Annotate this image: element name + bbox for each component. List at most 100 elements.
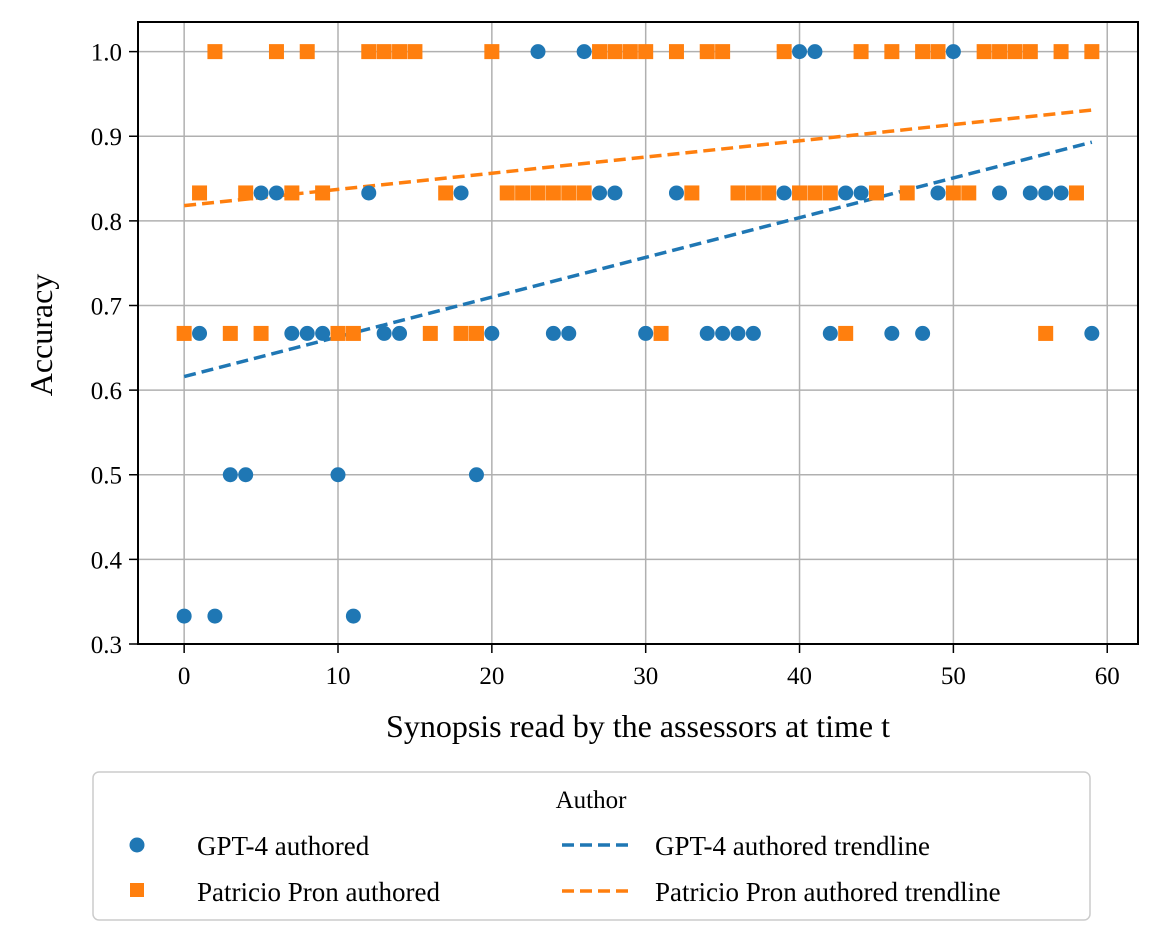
trendline-pron [183, 108, 1093, 208]
legend-marker-gpt4 [129, 837, 145, 853]
gpt4-point [745, 325, 761, 341]
pron-point [284, 185, 300, 201]
pron-point [715, 44, 731, 60]
gpt4-point [268, 185, 284, 201]
gpt4-point [576, 44, 592, 60]
gpt4-point [468, 467, 484, 483]
y-tick-label: 0.8 [91, 209, 122, 236]
pron-point [1053, 44, 1069, 60]
gpt4-point [792, 44, 808, 60]
pron-point [253, 325, 269, 341]
pron-point [730, 185, 746, 201]
gpt4-point [238, 467, 254, 483]
trendlines [183, 108, 1093, 379]
axis-ticks: 0 10 20 30 40 50 60 0.3 0.4 0.5 0.6 0.7 0.8 0.9 1.0 [91, 40, 1120, 690]
y-tick-label: 0.3 [91, 632, 122, 659]
pron-point [345, 325, 361, 341]
pron-point [853, 44, 869, 60]
pron-point [607, 44, 623, 60]
legend-entry-pron-trendline: Patricio Pron authored trendline [562, 877, 1001, 907]
pron-point [299, 44, 315, 60]
pron-point [792, 185, 808, 201]
pron-point [422, 325, 438, 341]
pron-point [930, 44, 946, 60]
legend-entry-gpt4-points: GPT-4 authored [129, 831, 370, 861]
gpt4-point [345, 608, 361, 624]
pron-point [1068, 185, 1084, 201]
pron-point [1038, 325, 1054, 341]
pron-point [330, 325, 346, 341]
pron-point [699, 44, 715, 60]
gpt4-point [807, 44, 823, 60]
gpt4-point [607, 185, 623, 201]
gpt4-point [699, 325, 715, 341]
gpt4-point [561, 325, 577, 341]
gpt4-point [207, 608, 223, 624]
y-tick-label: 0.4 [91, 547, 123, 574]
legend-label-gpt4-trendline: GPT-4 authored trendline [655, 831, 930, 861]
pron-point [915, 44, 931, 60]
pron-point [761, 185, 777, 201]
pron-point [315, 185, 331, 201]
gpt4-point [530, 44, 546, 60]
legend: Author GPT-4 authored Patricio Pron auth… [92, 771, 1091, 921]
gpt4-point [315, 325, 331, 341]
y-tick-label: 0.7 [91, 293, 122, 320]
y-tick-label: 0.9 [91, 124, 122, 151]
gpt4-point [1022, 185, 1038, 201]
pron-point [884, 44, 900, 60]
pron-point [1084, 44, 1100, 60]
pron-point [499, 185, 515, 201]
gpt4-point [730, 325, 746, 341]
gpt4-point [822, 325, 838, 341]
pron-point [945, 185, 961, 201]
pron-point [899, 185, 915, 201]
gpt4-point [176, 608, 192, 624]
gpt4-point [638, 325, 654, 341]
pron-point [622, 44, 638, 60]
pron-point [868, 185, 884, 201]
pron-point [668, 44, 684, 60]
x-tick-label: 30 [633, 663, 658, 690]
gpt4-point [299, 325, 315, 341]
pron-point [530, 185, 546, 201]
pron-point [684, 185, 700, 201]
pron-point [961, 185, 977, 201]
pron-point [822, 185, 838, 201]
pron-point [361, 44, 377, 60]
x-tick-label: 40 [787, 663, 812, 690]
gpt4-point [930, 185, 946, 201]
pron-point [207, 44, 223, 60]
gpt4-point [838, 185, 854, 201]
pron-point [638, 44, 654, 60]
y-tick-label: 0.6 [91, 378, 122, 405]
trendline-gpt4 [183, 140, 1093, 379]
pron-point [468, 325, 484, 341]
pron-point [268, 44, 284, 60]
pron-point [192, 185, 208, 201]
gpt4-point [992, 185, 1008, 201]
gpt4-point [545, 325, 561, 341]
x-tick-label: 20 [479, 663, 504, 690]
gpt4-point [453, 185, 469, 201]
legend-marker-pron [130, 883, 144, 897]
x-tick-label: 0 [178, 663, 191, 690]
x-axis-title: Synopsis read by the assessors at time t [386, 708, 890, 744]
gpt4-point [192, 325, 208, 341]
pron-point [484, 44, 500, 60]
gpt4-point [1038, 185, 1054, 201]
pron-point [392, 44, 408, 60]
pron-point [745, 185, 761, 201]
legend-label-pron-trendline: Patricio Pron authored trendline [655, 877, 1001, 907]
gpt4-point [945, 44, 961, 60]
pron-point [407, 44, 423, 60]
pron-point [561, 185, 577, 201]
pron-point [453, 325, 469, 341]
pron-point [807, 185, 823, 201]
gpt4-point [1084, 325, 1100, 341]
x-tick-label: 10 [326, 663, 351, 690]
data-points [176, 44, 1100, 624]
x-tick-label: 60 [1095, 663, 1120, 690]
legend-entry-pron-points: Patricio Pron authored [130, 877, 440, 907]
